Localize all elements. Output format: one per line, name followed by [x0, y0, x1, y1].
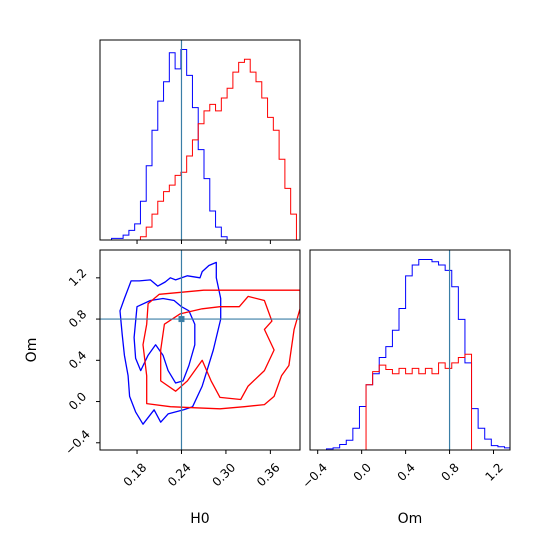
contour-y-axis-label: Om	[24, 338, 40, 363]
om-histogram-x-tick-label-1: 0.0	[351, 460, 374, 483]
contour-x-tick-label-1: 0.24	[165, 460, 194, 489]
contour-x-tick-label-2: 0.30	[209, 460, 238, 489]
h0-histogram-series-blue	[100, 49, 297, 241]
om-histogram-panel: −0.4 0.0 0.4 0.8 1.2 Om	[300, 249, 511, 527]
contour-red-inner	[160, 295, 275, 401]
om-histogram-x-tick-label-2: 0.4	[395, 460, 418, 483]
h0-histogram-panel	[99, 39, 301, 244]
contour-red-outer	[142, 289, 300, 410]
h0-histogram-frame	[99, 39, 301, 241]
om-histogram-frame	[309, 249, 511, 451]
om-histogram-series-red	[310, 353, 510, 450]
contour-y-tick-label-3: 0.8	[66, 307, 89, 330]
om-histogram-x-axis-label: Om	[398, 511, 423, 527]
om-histogram-series-blue	[310, 259, 510, 450]
contour-x-tick-label-0: 0.18	[121, 460, 150, 489]
om-histogram-x-tick-label-3: 0.8	[439, 460, 462, 483]
contour-y-tick-label-2: 0.4	[66, 348, 89, 371]
contour-frame	[99, 249, 301, 451]
contour-blue-outer	[119, 261, 222, 425]
h0-histogram-series-red	[100, 58, 297, 241]
contour-y-tick-label-4: 1.2	[66, 266, 89, 289]
om-histogram-x-tick-label-4: 1.2	[482, 460, 505, 483]
contour-y-tick-label-0: −0.4	[62, 427, 93, 458]
contour-y-tick-label-1: 0.0	[66, 389, 89, 412]
contour-truth-marker	[178, 316, 185, 323]
contour-blue-inner	[133, 297, 196, 384]
contour-x-axis-label: H0	[190, 511, 209, 527]
om-histogram-x-tick-label-0: −0.4	[300, 460, 331, 491]
contour-panel: 0.18 0.24 0.30 0.36 −0.4 0.0 0.4 0.8 1.2 H0 Om	[24, 249, 301, 527]
contour-x-tick-label-3: 0.36	[254, 460, 283, 489]
